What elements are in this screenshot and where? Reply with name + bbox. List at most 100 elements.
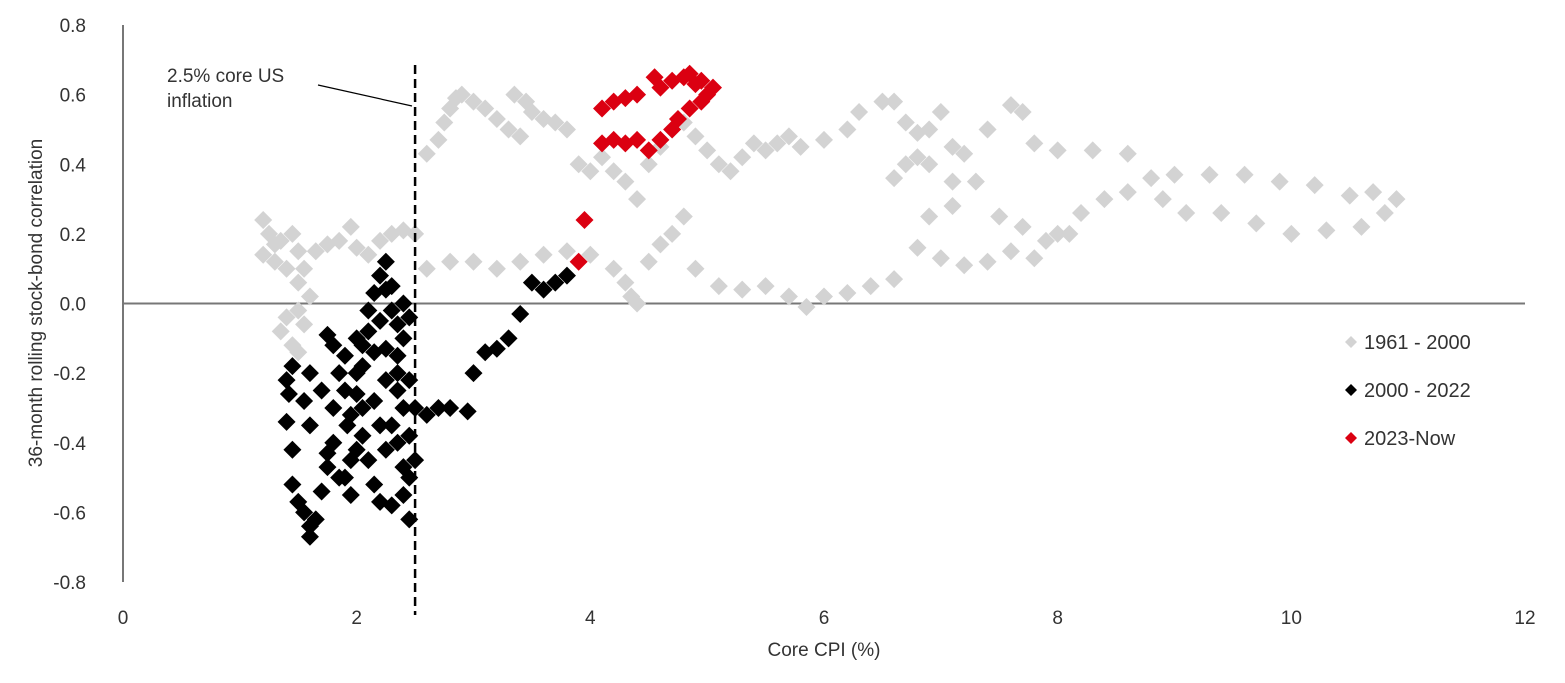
data-point-2000-2022 — [318, 325, 337, 344]
data-point-1961-2000 — [417, 259, 436, 278]
data-point-1961-2000 — [1364, 183, 1383, 202]
data-point-1961-2000 — [464, 92, 483, 111]
data-point-2000-2022 — [353, 426, 372, 445]
data-point-1961-2000 — [546, 113, 565, 132]
data-point-1961-2000 — [604, 162, 623, 181]
data-point-2000-2022 — [300, 364, 319, 383]
data-point-1961-2000 — [663, 224, 682, 243]
data-point-1961-2000 — [744, 134, 763, 153]
data-point-1961-2000 — [885, 169, 904, 188]
data-point-2000-2022 — [300, 527, 319, 546]
data-point-2000-2022 — [546, 273, 565, 292]
data-point-1961-2000 — [522, 103, 541, 122]
data-point-1961-2000 — [295, 315, 314, 334]
data-point-2000-2022 — [353, 357, 372, 376]
data-point-1961-2000 — [347, 238, 366, 257]
data-point-2023-Now — [704, 78, 723, 97]
data-point-2023-Now — [651, 130, 670, 149]
data-points — [254, 64, 1406, 546]
data-point-2023-Now — [645, 68, 664, 87]
data-point-2023-Now — [663, 71, 682, 90]
data-point-2000-2022 — [522, 273, 541, 292]
data-point-1961-2000 — [920, 120, 939, 139]
y-tick-label: -0.8 — [53, 573, 86, 594]
data-point-1961-2000 — [271, 231, 290, 250]
data-point-1961-2000 — [1048, 224, 1067, 243]
data-point-2000-2022 — [277, 371, 296, 390]
data-point-1961-2000 — [815, 130, 833, 149]
data-point-2000-2022 — [330, 364, 349, 383]
data-point-1961-2000 — [873, 92, 892, 111]
data-point-1961-2000 — [1282, 224, 1301, 243]
data-point-1961-2000 — [1247, 214, 1266, 233]
x-tick-label: 10 — [1281, 608, 1302, 629]
data-point-1961-2000 — [1270, 172, 1289, 191]
data-point-2000-2022 — [464, 364, 483, 383]
legend-label: 2000 - 2022 — [1364, 380, 1471, 402]
data-point-2000-2022 — [394, 398, 413, 417]
data-point-1961-2000 — [756, 141, 775, 160]
data-point-2000-2022 — [382, 301, 401, 320]
data-point-1961-2000 — [306, 242, 325, 261]
data-point-1961-2000 — [1072, 203, 1091, 222]
data-point-1961-2000 — [277, 308, 296, 327]
y-axis-label: 36-month rolling stock-bond correlation — [26, 139, 47, 467]
data-point-1961-2000 — [254, 245, 273, 264]
data-point-2000-2022 — [400, 426, 419, 445]
data-point-1961-2000 — [1177, 203, 1196, 222]
data-point-2000-2022 — [371, 311, 390, 330]
data-point-2000-2022 — [382, 277, 401, 296]
data-point-2000-2022 — [400, 371, 419, 390]
data-point-2000-2022 — [376, 252, 395, 271]
data-point-1961-2000 — [920, 155, 939, 174]
data-point-2000-2022 — [388, 346, 407, 365]
x-tick-label: 0 — [118, 608, 129, 629]
data-point-1961-2000 — [756, 277, 775, 296]
data-point-1961-2000 — [487, 259, 506, 278]
data-point-1961-2000 — [1375, 203, 1394, 222]
data-point-1961-2000 — [791, 137, 810, 156]
data-point-2000-2022 — [312, 381, 331, 400]
data-point-2023-Now — [569, 252, 588, 271]
data-point-1961-2000 — [815, 287, 833, 306]
data-point-1961-2000 — [955, 256, 974, 275]
data-point-1961-2000 — [1165, 165, 1184, 184]
legend-label: 2023-Now — [1364, 428, 1456, 450]
data-point-2000-2022 — [382, 416, 401, 435]
data-point-2000-2022 — [359, 451, 378, 470]
data-point-1961-2000 — [616, 273, 635, 292]
data-point-2000-2022 — [371, 266, 390, 285]
data-point-2000-2022 — [417, 405, 436, 424]
data-point-1961-2000 — [1001, 242, 1020, 261]
x-axis-label: Core CPI (%) — [768, 640, 881, 661]
data-point-1961-2000 — [943, 172, 962, 191]
data-point-1961-2000 — [1083, 141, 1102, 160]
y-tick-label: 0.0 — [60, 295, 86, 316]
legend-marker — [1345, 384, 1357, 396]
data-point-1961-2000 — [557, 242, 576, 261]
x-tick-label: 8 — [1052, 608, 1063, 629]
data-point-2000-2022 — [487, 339, 506, 358]
data-point-1961-2000 — [289, 242, 308, 261]
data-point-1961-2000 — [505, 85, 524, 104]
data-point-1961-2000 — [300, 287, 319, 306]
data-point-1961-2000 — [978, 252, 997, 271]
data-point-1961-2000 — [289, 273, 308, 292]
data-point-2000-2022 — [300, 416, 319, 435]
data-point-1961-2000 — [534, 245, 553, 264]
data-point-1961-2000 — [511, 127, 530, 146]
data-point-2000-2022 — [359, 322, 378, 341]
x-tick-label: 12 — [1514, 608, 1535, 629]
data-point-1961-2000 — [557, 120, 576, 139]
data-point-2000-2022 — [347, 440, 366, 459]
data-point-1961-2000 — [990, 207, 1009, 226]
data-point-1961-2000 — [569, 155, 588, 174]
data-point-1961-2000 — [1036, 231, 1055, 250]
data-point-1961-2000 — [628, 190, 647, 209]
data-point-2000-2022 — [277, 412, 296, 431]
data-point-1961-2000 — [861, 277, 880, 296]
data-point-2000-2022 — [394, 458, 413, 477]
data-point-1961-2000 — [581, 245, 600, 264]
data-point-1961-2000 — [721, 162, 740, 181]
data-point-1961-2000 — [1200, 165, 1219, 184]
